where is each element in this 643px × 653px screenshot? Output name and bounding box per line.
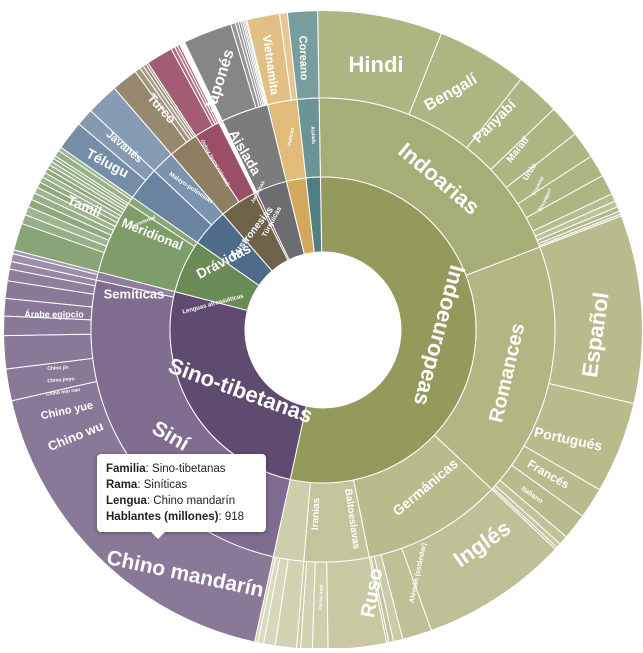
language-label-chino-jin: Chino jin bbox=[47, 365, 69, 372]
tooltip-language-line: Lengua: Chino mandarín bbox=[106, 493, 257, 509]
branch-label-vieticas: Viéticas bbox=[287, 127, 296, 147]
tooltip-speakers-key: Hablantes (millones) bbox=[106, 511, 219, 523]
hover-tooltip: Familia: Sino-tibetanas Rama: Siníticas … bbox=[97, 454, 266, 539]
tooltip-language-key: Lengua bbox=[106, 495, 147, 507]
branch-label-semiticas: Semíticas bbox=[104, 286, 165, 301]
language-label-persa-irani: Persa iraní bbox=[318, 584, 325, 610]
language-label-chino-jinyu: Chino jinyu bbox=[47, 376, 75, 384]
family-arc-sino-tibetanas[interactable] bbox=[169, 291, 307, 481]
tooltip-family-value: : Sino-tibetanas bbox=[145, 463, 226, 475]
language-label-chino-min-nan: Chino min nan bbox=[45, 387, 80, 398]
branch-label-aislada: Aislada bbox=[309, 126, 316, 144]
tooltip-branch-line: Rama: Siníticas bbox=[106, 477, 257, 493]
language-label-hindi: Hindi bbox=[349, 52, 404, 77]
tooltip-language-value: : Chino mandarín bbox=[146, 495, 236, 507]
tooltip-family-key: Familia bbox=[106, 463, 146, 475]
tooltip-speakers-value: : 918 bbox=[218, 511, 245, 523]
tooltip-branch-value: : Siníticas bbox=[137, 479, 188, 491]
tooltip-caret bbox=[151, 532, 165, 539]
tooltip-branch-key: Rama bbox=[106, 479, 138, 491]
language-label-arabe-egipcio: Árabe egipcio bbox=[24, 309, 84, 319]
language-label-coreano: Coreano bbox=[296, 35, 310, 80]
center-hole bbox=[245, 252, 401, 408]
tooltip-family-line: Familia: Sino-tibetanas bbox=[106, 461, 257, 477]
branch-label-iranias: Iranias bbox=[310, 497, 322, 530]
tooltip-speakers-line: Hablantes (millones): 918 bbox=[106, 509, 257, 525]
